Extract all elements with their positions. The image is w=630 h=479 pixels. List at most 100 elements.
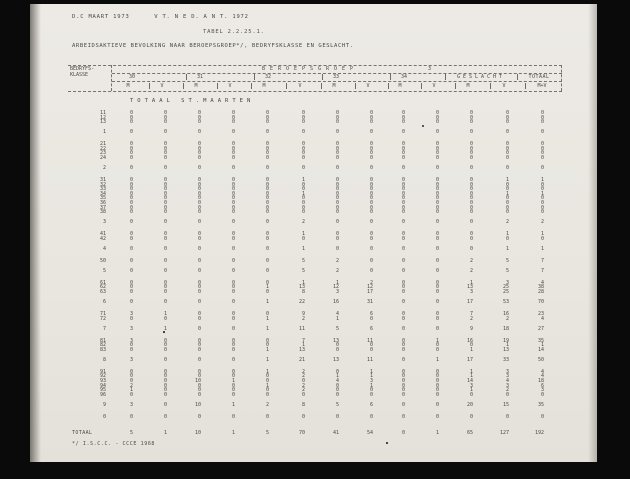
cell: 1: [163, 311, 167, 317]
cell: 0: [129, 245, 133, 252]
cell: 0: [435, 219, 439, 226]
table-row: 81 3 0 0 0 0 7 13 11 0 1 16 19 35: [30, 338, 570, 344]
cell: 0: [369, 257, 373, 264]
cell: 0: [197, 342, 201, 349]
table-row: 50 0 0 0 0 0 5 2 0 0 0 2 5 7: [30, 257, 570, 264]
row-label: 38: [99, 209, 106, 216]
cell: 17: [466, 299, 473, 305]
cell: 1: [265, 356, 269, 363]
cell: 0: [265, 204, 269, 211]
cell: 13: [298, 284, 305, 291]
cell: 1: [469, 373, 473, 380]
cell: 21: [298, 356, 305, 363]
cell: 0: [369, 165, 373, 171]
cell: 0: [335, 129, 339, 136]
cell: 0: [469, 413, 473, 420]
table-row: 33 0 0 0 0 0 0 0 0 0 0 0 0 0: [30, 187, 570, 192]
cell: 0: [265, 195, 269, 202]
cell: 50: [537, 356, 544, 363]
cell: 0: [163, 155, 167, 161]
cell: 0: [163, 299, 167, 305]
sub-column-label: M: [126, 82, 130, 89]
sub-column-label: M: [262, 82, 266, 89]
table-row: 13 0 0 0 0 0 0 0 0 0 0 0 0 0: [30, 120, 570, 125]
cell: 0: [301, 165, 305, 171]
cell: 0: [163, 378, 167, 384]
cell: 0: [469, 342, 473, 349]
cell: 33: [502, 356, 509, 363]
table-row: 37 0 0 0 0 0 0 0 0 0 0 0 0 0: [30, 204, 570, 211]
cell: 6: [369, 325, 373, 332]
cell: 0: [197, 129, 201, 136]
cell: 0: [129, 204, 133, 211]
totaal-header: TOTAAL: [528, 74, 550, 80]
row-label: 62: [99, 284, 106, 291]
cell: 1: [505, 190, 509, 197]
cell: 0: [401, 177, 405, 183]
beroepsgroep-header: BEROEPSGROEP: [261, 66, 359, 72]
cell: 0: [129, 368, 133, 375]
cell: 0: [369, 267, 373, 274]
sub-column-label: M: [194, 82, 198, 89]
cell: 23: [537, 311, 544, 317]
cell: 0: [265, 245, 269, 252]
cell: 0: [129, 346, 133, 353]
sub-column-label: V: [432, 82, 436, 89]
cell: 0: [163, 382, 167, 389]
cell: 0: [163, 346, 167, 353]
cell: 3: [505, 368, 509, 375]
cell: 0: [197, 186, 201, 193]
cell: 0: [129, 177, 133, 183]
cell: 0: [231, 391, 235, 398]
cell: 0: [505, 391, 509, 398]
table-row: 4 0 0 0 0 0 1 0 0 0 0 0 1 1: [30, 245, 570, 252]
cell: 1: [335, 279, 339, 286]
cell: 0: [231, 368, 235, 375]
row-label: 13: [99, 119, 106, 126]
column-separator: [149, 82, 150, 89]
row-label: 7: [102, 325, 106, 332]
cell: 1: [469, 387, 473, 394]
bedryfsklasse-label-2: KLASSE: [70, 71, 89, 78]
cell: 0: [335, 141, 339, 148]
cell: 0: [231, 279, 235, 286]
row-label: 82: [99, 342, 106, 349]
cell: 0: [505, 114, 509, 121]
cell: 0: [231, 145, 235, 152]
cell: 0: [335, 165, 339, 171]
cell: 0: [401, 114, 405, 121]
cell: 13: [502, 346, 509, 353]
cell: 0: [129, 267, 133, 274]
cell: 0: [265, 342, 269, 349]
cell: 0: [129, 289, 133, 295]
cell: 10: [194, 430, 201, 436]
cell: 0: [369, 245, 373, 252]
cell: 0: [435, 245, 439, 252]
cell: 0: [231, 284, 235, 291]
cell: 17: [366, 289, 373, 295]
cell: 0: [301, 150, 305, 157]
cell: 0: [197, 190, 201, 197]
cell: 1: [540, 177, 544, 183]
table-row: 23 0 0 0 0 0 0 0 0 0 0 0 0 0: [30, 151, 570, 156]
cell: 0: [435, 289, 439, 295]
cell: 0: [129, 165, 133, 171]
cell: 2: [301, 387, 305, 394]
column-separator: [286, 82, 287, 89]
cell: 0: [435, 368, 439, 375]
cell: 0: [435, 267, 439, 274]
cell: 0: [231, 289, 235, 295]
cell: 0: [401, 413, 405, 420]
cell: 0: [197, 145, 201, 152]
cell: 0: [163, 200, 167, 206]
cell: 0: [540, 413, 544, 420]
cell: 1: [129, 387, 133, 394]
scanned-page: D.C MAART 1973 V T. N E D. A N T. 1972 T…: [30, 4, 597, 462]
cell: 1: [435, 430, 439, 436]
cell: 0: [540, 155, 544, 161]
cell: 0: [163, 368, 167, 375]
cell: 0: [369, 346, 373, 353]
cell: 0: [197, 150, 201, 157]
cell: 0: [335, 110, 339, 116]
header-rule-top: [68, 65, 562, 66]
